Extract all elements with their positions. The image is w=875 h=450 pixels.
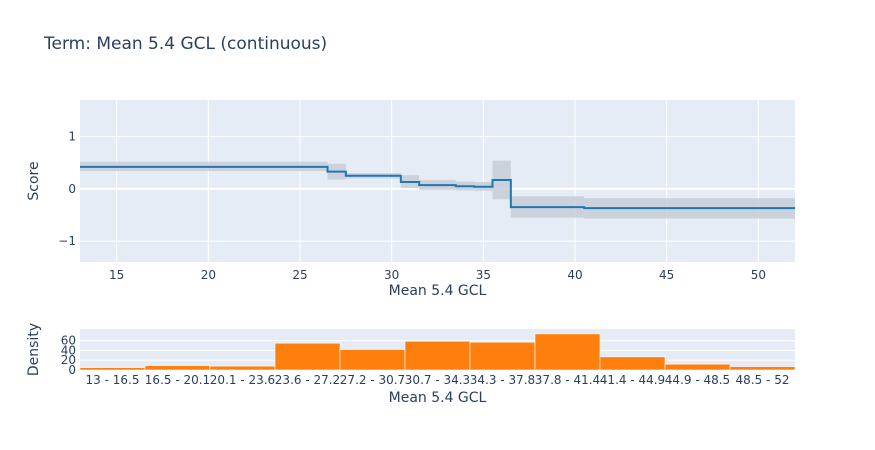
density-y-axis-title: Density	[26, 323, 42, 376]
density-y-tick-label: 0	[68, 363, 76, 377]
density-bar	[209, 365, 276, 371]
density-x-tick-label: 34.3 - 37.8	[470, 373, 535, 387]
density-bar	[729, 366, 796, 371]
score-x-tick-label: 20	[201, 268, 216, 282]
density-bar	[79, 367, 146, 371]
density-x-tick-label: 23.6 - 27.2	[275, 373, 340, 387]
score-plot: 15 20 25 30 35 40 45 50 −1 0 1 Mean 5.4 GCL Score	[26, 100, 795, 299]
density-bar	[599, 356, 666, 371]
density-bar	[404, 340, 471, 371]
score-x-tick-label: 40	[567, 268, 582, 282]
density-y-tick-label: 60	[61, 334, 76, 348]
score-y-ticks: −1 0 1	[58, 130, 76, 249]
score-x-tick-label: 30	[384, 268, 399, 282]
score-y-tick-label: −1	[58, 234, 76, 248]
chart-title: Term: Mean 5.4 GCL (continuous)	[44, 34, 328, 54]
score-gridlines	[80, 100, 795, 262]
density-bar	[144, 365, 211, 371]
density-x-tick-label: 16.5 - 20.1	[145, 373, 210, 387]
density-bar	[469, 341, 536, 371]
density-bar	[664, 363, 731, 371]
density-x-tick-label: 27.2 - 30.7	[340, 373, 405, 387]
density-x-tick-label: 48.5 - 52	[736, 373, 790, 387]
density-x-tick-label: 30.7 - 34.3	[405, 373, 470, 387]
density-x-tick-label: 41.4 - 44.9	[600, 373, 665, 387]
density-y-tick-label: 40	[61, 343, 76, 357]
score-x-tick-label: 15	[109, 268, 124, 282]
score-step-line	[80, 165, 795, 210]
density-bars	[79, 333, 796, 371]
score-x-ticks: 15 20 25 30 35 40 45 50	[109, 268, 766, 282]
density-x-tick-label: 13 - 16.5	[86, 373, 140, 387]
score-x-tick-label: 45	[659, 268, 674, 282]
score-x-tick-label: 35	[476, 268, 491, 282]
score-y-tick-label: 0	[68, 182, 76, 196]
density-y-tick-label: 20	[61, 353, 76, 367]
density-plot: 13 - 16.5 16.5 - 20.1 20.1 - 23.6 23.6 - 27…	[26, 323, 796, 406]
density-x-tick-label: 44.9 - 48.5	[665, 373, 730, 387]
score-x-tick-label: 50	[751, 268, 766, 282]
density-x-ticks: 13 - 16.5 16.5 - 20.1 20.1 - 23.6 23.6 - 27…	[86, 373, 790, 387]
density-x-tick-label: 20.1 - 23.6	[210, 373, 275, 387]
density-bar	[534, 333, 601, 371]
density-bar	[339, 349, 406, 371]
density-bar	[274, 342, 341, 371]
score-y-axis-title: Score	[26, 161, 42, 200]
score-x-axis-title: Mean 5.4 GCL	[389, 283, 487, 299]
density-x-tick-label: 37.8 - 41.4	[535, 373, 600, 387]
density-x-axis-title: Mean 5.4 GCL	[389, 390, 487, 406]
score-x-tick-label: 25	[292, 268, 307, 282]
score-y-tick-label: 1	[68, 130, 76, 144]
